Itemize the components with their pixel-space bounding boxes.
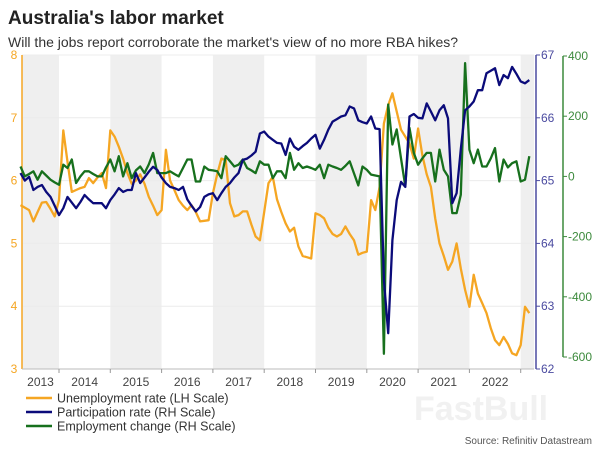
x-axis-year-label: 2013 (27, 375, 54, 389)
right-axis-employment-tick-label: 400 (568, 49, 588, 63)
left-axis-tick-label: 5 (11, 236, 18, 250)
right-axis-participation-tick-label: 64 (541, 236, 555, 250)
x-axis-year-label: 2014 (71, 375, 98, 389)
right-axis-employment-tick-label: 0 (568, 169, 575, 183)
right-axis-employment-tick-label: -400 (568, 290, 592, 304)
left-axis-tick-label: 3 (11, 362, 18, 376)
legend-label: Participation rate (RH Scale) (57, 406, 215, 420)
right-axis-employment-tick-label: -600 (568, 350, 592, 364)
shaded-year-2019 (315, 55, 367, 369)
legend-label: Unemployment rate (LH Scale) (57, 392, 229, 406)
left-axis-tick-label: 4 (11, 299, 18, 313)
axes: 345678626364656667-600-400-2000200400201… (11, 48, 593, 389)
x-axis-year-label: 2016 (174, 375, 201, 389)
series-line-participation (19, 65, 530, 335)
shaded-year-2017 (212, 55, 265, 369)
series-line-unemployment (19, 92, 531, 357)
fastbull-watermark: FastBull (414, 390, 548, 428)
right-axis-participation-tick-label: 66 (541, 111, 555, 125)
legend-label: Employment change (RH Scale) (57, 420, 236, 434)
left-axis-tick-label: 8 (11, 48, 18, 62)
year-shading (22, 55, 534, 369)
x-axis-year-label: 2019 (328, 375, 355, 389)
right-axis-participation-tick-label: 63 (541, 299, 555, 313)
chart-title: Australia's labor market (8, 8, 224, 29)
series-lines (19, 62, 531, 357)
x-axis-year-label: 2020 (379, 375, 406, 389)
right-axis-employment-tick-label: -200 (568, 230, 592, 244)
x-axis-year-label: 2022 (482, 375, 509, 389)
left-axis-tick-label: 7 (11, 111, 18, 125)
shaded-year-2015 (110, 55, 162, 369)
left-axis-tick-label: 6 (11, 174, 18, 188)
shaded-year-2023 (520, 55, 534, 369)
right-axis-participation-tick-label: 67 (541, 48, 555, 62)
shaded-year-2021 (418, 55, 470, 369)
chart-subtitle: Will the jobs report corroborate the mar… (8, 34, 458, 50)
series-line-employment (19, 62, 531, 355)
right-axis-participation-tick-label: 65 (541, 174, 555, 188)
x-axis-year-label: 2017 (225, 375, 252, 389)
x-axis-year-label: 2018 (276, 375, 303, 389)
right-axis-participation-tick-label: 62 (541, 362, 555, 376)
x-axis-year-label: 2021 (430, 375, 457, 389)
source-note: Source: Refinitiv Datastream (465, 436, 592, 447)
legend: Unemployment rate (LH Scale)Participatio… (26, 392, 236, 434)
right-axis-employment-tick-label: 200 (568, 109, 588, 123)
x-axis-year-label: 2015 (123, 375, 150, 389)
